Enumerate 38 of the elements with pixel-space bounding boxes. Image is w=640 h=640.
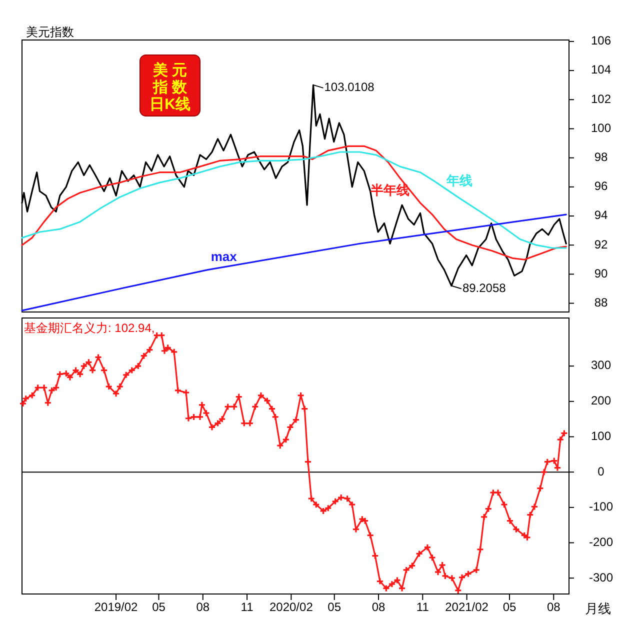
annotation: 日K线 bbox=[150, 96, 190, 113]
series-label: max bbox=[210, 249, 238, 264]
y-tick-label: 100 bbox=[590, 120, 612, 135]
annotation: 美 元 bbox=[152, 61, 188, 79]
x-tick-label: 11 bbox=[240, 600, 254, 614]
text: 月线 bbox=[585, 601, 611, 616]
y-tick-label: 200 bbox=[590, 394, 612, 408]
x-tick-label: 05 bbox=[152, 600, 166, 614]
y-tick-label: -200 bbox=[588, 534, 614, 549]
annotation: 103.0108 bbox=[324, 80, 375, 94]
y-tick-label: 90 bbox=[594, 266, 608, 280]
x-tick-label: 2021/02 bbox=[445, 600, 489, 614]
x-tick-label: 08 bbox=[372, 600, 386, 614]
x-tick-label: 11 bbox=[416, 600, 430, 614]
x-tick-label: 2020/02 bbox=[269, 600, 314, 614]
annotation: 89.2058 bbox=[462, 280, 506, 295]
series-label: 年线 bbox=[446, 172, 473, 188]
chart-title: 基金期汇名义力: 102.94, bbox=[24, 321, 155, 335]
y-tick-label: 104 bbox=[590, 62, 612, 77]
annotation: 指 数 bbox=[152, 79, 188, 96]
y-tick-label: -300 bbox=[588, 570, 614, 584]
y-tick-label: 300 bbox=[590, 358, 612, 372]
y-tick-label: 100 bbox=[590, 428, 612, 443]
y-tick-label: 102 bbox=[590, 92, 612, 106]
y-tick-label: 92 bbox=[594, 237, 608, 252]
y-tick-label: 98 bbox=[594, 150, 608, 164]
x-tick-label: 2019/02 bbox=[94, 600, 138, 614]
x-tick-label: 05 bbox=[328, 600, 342, 614]
y-tick-label: 96 bbox=[594, 179, 608, 194]
y-tick-label: 94 bbox=[594, 208, 608, 222]
x-tick-label: 05 bbox=[502, 600, 516, 614]
y-tick-label: 88 bbox=[594, 295, 608, 310]
y-tick-label: 106 bbox=[590, 34, 612, 48]
x-tick-label: 08 bbox=[546, 600, 561, 614]
y-tick-label: -100 bbox=[588, 500, 614, 514]
chart-title: 美元指数 bbox=[26, 25, 74, 39]
y-tick-label: 0 bbox=[598, 464, 605, 478]
x-tick-label: 08 bbox=[196, 600, 210, 614]
